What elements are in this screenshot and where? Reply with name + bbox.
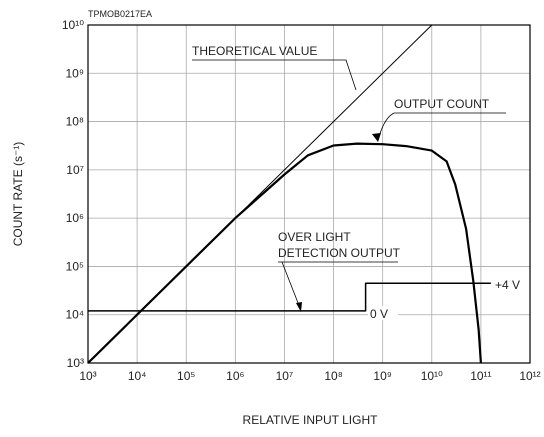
x-tick-label: 10⁸: [324, 369, 342, 383]
x-tick-label: 10⁶: [226, 369, 244, 383]
low-label: 0 V: [370, 307, 388, 321]
output-label: OUTPUT COUNT: [394, 97, 490, 111]
y-tick-label: 10⁹: [66, 66, 85, 80]
overlight-label: DETECTION OUTPUT: [278, 246, 401, 260]
x-tick-label: 10⁹: [373, 369, 392, 383]
y-tick-label: 10¹⁰: [62, 18, 84, 32]
leader: [192, 59, 357, 91]
y-tick-label: 10⁸: [66, 115, 84, 129]
label-bg: [368, 306, 398, 320]
x-axis-label: RELATIVE INPUT LIGHT: [243, 413, 379, 427]
plot-frame: [87, 24, 531, 364]
x-tick-label: 10³: [79, 369, 96, 383]
y-tick-label: 10⁴: [65, 308, 84, 322]
marks: [87, 24, 491, 364]
series-line: [88, 282, 491, 312]
high-label: +4 V: [495, 278, 520, 292]
y-axis-label: COUNT RATE (s⁻¹): [11, 142, 25, 247]
leader: [377, 112, 506, 141]
y-tick-label: 10³: [67, 356, 84, 370]
arrow-head: [372, 133, 381, 142]
leader: [278, 261, 398, 309]
x-tick-label: 10⁷: [276, 369, 294, 383]
y-tick-label: 10⁶: [66, 211, 84, 225]
grid: [87, 24, 531, 364]
x-tick-label: 10¹⁰: [421, 369, 443, 383]
arrow-head: [296, 302, 302, 312]
y-tick-label: 10⁷: [66, 163, 84, 177]
overlight-label: OVER LIGHT: [278, 230, 351, 244]
x-tick-label: 10¹¹: [470, 369, 491, 383]
figure-code: TPMOB0217EA: [88, 9, 152, 19]
x-tick-label: 10⁴: [128, 369, 147, 383]
y-tick-label: 10⁵: [66, 259, 84, 273]
x-tick-label: 10¹²: [519, 369, 540, 383]
x-tick-label: 10⁵: [177, 369, 195, 383]
theoretical-label: THEORETICAL VALUE: [192, 44, 317, 58]
series-line: [87, 142, 482, 364]
